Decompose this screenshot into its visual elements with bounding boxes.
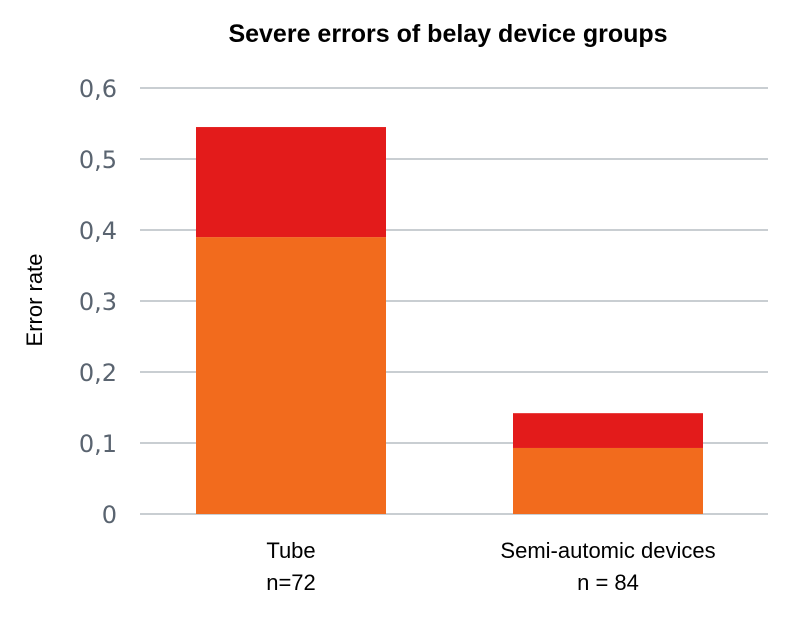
- bar-segment: [513, 447, 703, 514]
- y-tick-label: 0,3: [79, 288, 117, 316]
- x-tick-labels: Tube n=72 Semi-automic devices n = 84: [266, 538, 715, 595]
- y-tick-label: 0: [102, 501, 117, 529]
- bar-segment: [196, 127, 386, 238]
- y-tick-labels: 0 0,1 0,2 0,3 0,4 0,5 0,6: [79, 75, 117, 529]
- x-tick-label: Tube: [266, 538, 315, 563]
- chart-title: Severe errors of belay device groups: [228, 20, 667, 48]
- y-axis-label: Error rate: [22, 254, 47, 347]
- x-tick-sublabel: n = 84: [577, 570, 639, 595]
- y-tick-label: 0,6: [79, 75, 117, 103]
- x-tick-sublabel: n=72: [266, 570, 316, 595]
- bar-segment: [196, 237, 386, 514]
- y-tick-label: 0,2: [79, 359, 117, 387]
- y-tick-label: 0,1: [79, 430, 117, 458]
- x-tick-label: Semi-automic devices: [500, 538, 715, 563]
- y-tick-label: 0,5: [79, 146, 117, 174]
- bar-segment: [513, 413, 703, 448]
- y-tick-label: 0,4: [79, 217, 117, 245]
- bars: [196, 127, 703, 514]
